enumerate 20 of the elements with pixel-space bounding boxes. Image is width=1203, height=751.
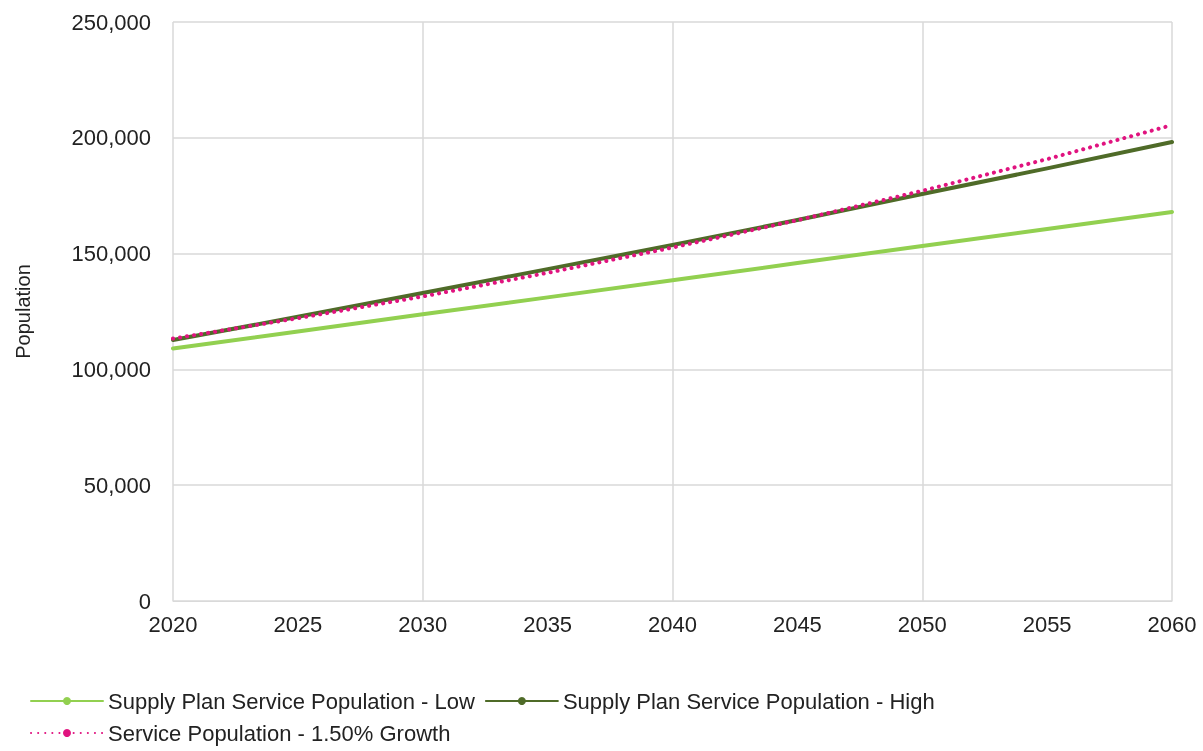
legend-label: Supply Plan Service Population - Low	[108, 688, 475, 714]
y-tick-label: 250,000	[71, 9, 151, 35]
legend-label: Supply Plan Service Population - High	[562, 688, 935, 714]
x-tick-label: 2025	[273, 611, 323, 637]
x-tick-label: 2050	[897, 611, 947, 637]
y-tick-label: 100,000	[71, 356, 151, 382]
legend-label: Service Population - 1.50% Growth	[108, 720, 451, 746]
x-tick-label: 2035	[523, 611, 573, 637]
x-tick-label: 2045	[772, 611, 822, 637]
x-tick-label: 2030	[398, 611, 448, 637]
x-tick-label: 2055	[1022, 611, 1072, 637]
x-tick-label: 2020	[148, 611, 198, 637]
y-tick-label: 200,000	[71, 125, 151, 151]
y-tick-label: 50,000	[83, 472, 151, 498]
y-tick-label: 150,000	[71, 241, 151, 267]
x-tick-label: 2060	[1147, 611, 1197, 637]
y-axis-title: Population	[12, 264, 34, 359]
x-tick-label: 2040	[648, 611, 697, 637]
line-series	[171, 209, 1174, 351]
y-tick-label: 0	[138, 588, 151, 614]
